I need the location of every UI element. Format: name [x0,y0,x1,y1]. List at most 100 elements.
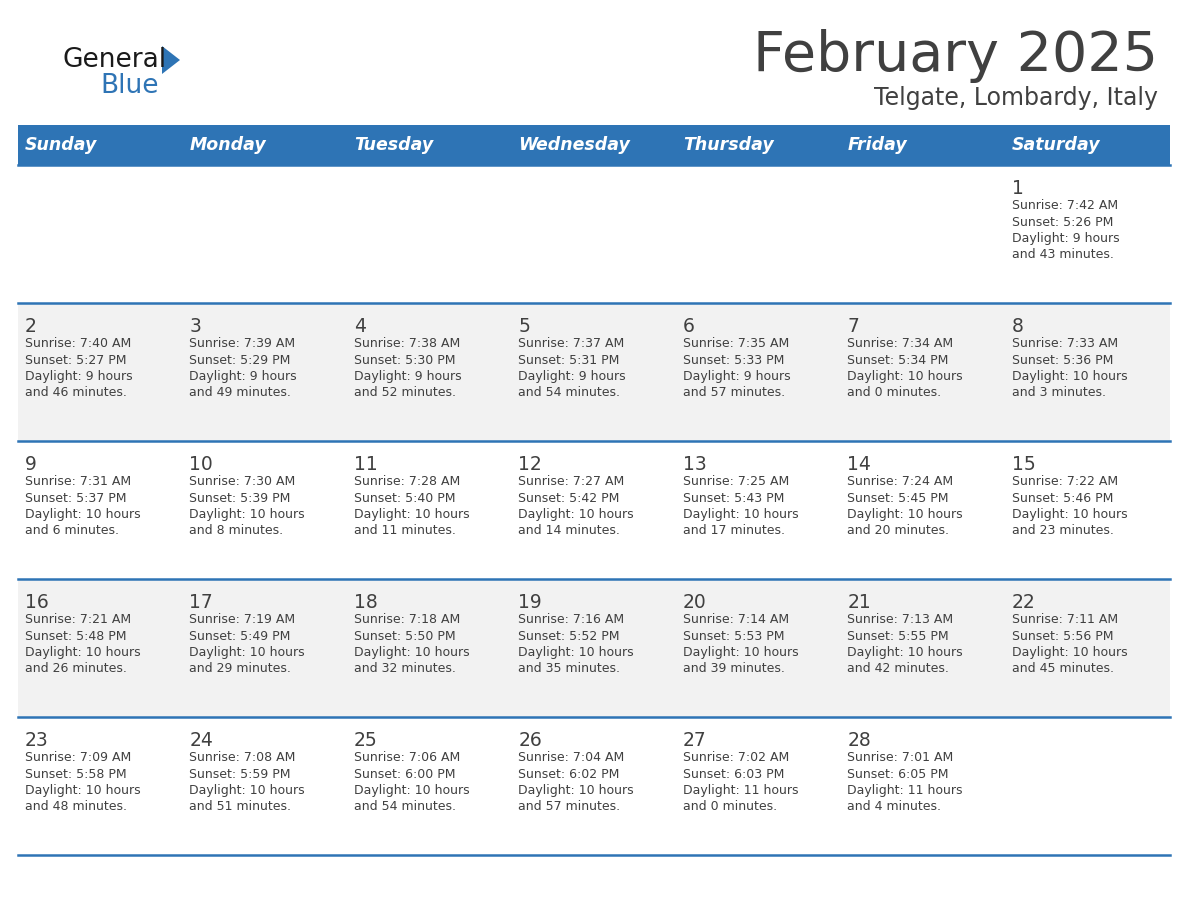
Text: Sunrise: 7:38 AM: Sunrise: 7:38 AM [354,337,460,350]
Text: Sunrise: 7:19 AM: Sunrise: 7:19 AM [189,613,296,626]
Text: and 48 minutes.: and 48 minutes. [25,800,127,813]
Text: and 0 minutes.: and 0 minutes. [683,800,777,813]
Text: 17: 17 [189,593,213,612]
Text: Daylight: 10 hours: Daylight: 10 hours [1012,646,1127,659]
Text: Sunrise: 7:33 AM: Sunrise: 7:33 AM [1012,337,1118,350]
Text: 28: 28 [847,731,871,750]
Text: and 45 minutes.: and 45 minutes. [1012,663,1114,676]
Text: and 26 minutes.: and 26 minutes. [25,663,126,676]
Bar [18,441,1170,579]
Text: Sunset: 5:48 PM: Sunset: 5:48 PM [25,630,126,643]
Text: Sunset: 5:26 PM: Sunset: 5:26 PM [1012,216,1113,229]
Text: Sunrise: 7:39 AM: Sunrise: 7:39 AM [189,337,296,350]
Text: and 11 minutes.: and 11 minutes. [354,524,456,538]
Text: Sunrise: 7:08 AM: Sunrise: 7:08 AM [189,751,296,764]
Text: Daylight: 10 hours: Daylight: 10 hours [847,370,963,383]
Text: Daylight: 9 hours: Daylight: 9 hours [25,370,132,383]
Text: Daylight: 9 hours: Daylight: 9 hours [189,370,297,383]
Text: and 49 minutes.: and 49 minutes. [189,386,291,399]
Text: Sunrise: 7:37 AM: Sunrise: 7:37 AM [518,337,625,350]
Text: Sunset: 5:31 PM: Sunset: 5:31 PM [518,353,620,366]
Text: Sunset: 5:45 PM: Sunset: 5:45 PM [847,491,949,505]
Text: 9: 9 [25,455,37,474]
Text: Sunset: 5:55 PM: Sunset: 5:55 PM [847,630,949,643]
Text: Daylight: 10 hours: Daylight: 10 hours [518,784,634,797]
Text: Daylight: 10 hours: Daylight: 10 hours [518,646,634,659]
Text: and 32 minutes.: and 32 minutes. [354,663,456,676]
Text: 3: 3 [189,317,201,336]
Text: and 35 minutes.: and 35 minutes. [518,663,620,676]
Text: Sunset: 5:42 PM: Sunset: 5:42 PM [518,491,620,505]
Text: Sunrise: 7:14 AM: Sunrise: 7:14 AM [683,613,789,626]
Text: Daylight: 10 hours: Daylight: 10 hours [683,646,798,659]
Bar [18,303,1170,441]
Text: Friday: Friday [847,136,908,154]
Text: Sunrise: 7:21 AM: Sunrise: 7:21 AM [25,613,131,626]
Text: Sunset: 5:56 PM: Sunset: 5:56 PM [1012,630,1113,643]
Text: Sunrise: 7:01 AM: Sunrise: 7:01 AM [847,751,954,764]
Text: Sunrise: 7:16 AM: Sunrise: 7:16 AM [518,613,625,626]
Text: Saturday: Saturday [1012,136,1100,154]
Text: Wednesday: Wednesday [518,136,630,154]
Text: 22: 22 [1012,593,1036,612]
Text: Sunset: 5:40 PM: Sunset: 5:40 PM [354,491,455,505]
Text: Sunset: 5:39 PM: Sunset: 5:39 PM [189,491,291,505]
Text: Daylight: 10 hours: Daylight: 10 hours [25,646,140,659]
Text: Sunrise: 7:35 AM: Sunrise: 7:35 AM [683,337,789,350]
Text: Sunrise: 7:13 AM: Sunrise: 7:13 AM [847,613,954,626]
Text: 26: 26 [518,731,542,750]
Bar [18,165,1170,303]
Text: General: General [62,47,166,73]
Text: 18: 18 [354,593,378,612]
Text: 16: 16 [25,593,49,612]
Bar [18,125,1170,165]
Text: Sunrise: 7:09 AM: Sunrise: 7:09 AM [25,751,131,764]
Text: Daylight: 10 hours: Daylight: 10 hours [518,508,634,521]
Text: and 8 minutes.: and 8 minutes. [189,524,283,538]
Text: Sunrise: 7:30 AM: Sunrise: 7:30 AM [189,475,296,488]
Text: Sunset: 5:46 PM: Sunset: 5:46 PM [1012,491,1113,505]
Text: Daylight: 10 hours: Daylight: 10 hours [189,646,305,659]
Text: Sunset: 5:37 PM: Sunset: 5:37 PM [25,491,126,505]
Text: and 14 minutes.: and 14 minutes. [518,524,620,538]
Text: 21: 21 [847,593,871,612]
Text: Sunrise: 7:31 AM: Sunrise: 7:31 AM [25,475,131,488]
Text: Daylight: 11 hours: Daylight: 11 hours [683,784,798,797]
Text: 4: 4 [354,317,366,336]
Text: Daylight: 9 hours: Daylight: 9 hours [1012,232,1119,245]
Text: Sunrise: 7:11 AM: Sunrise: 7:11 AM [1012,613,1118,626]
Text: Sunset: 5:36 PM: Sunset: 5:36 PM [1012,353,1113,366]
Text: and 4 minutes.: and 4 minutes. [847,800,941,813]
Text: Daylight: 10 hours: Daylight: 10 hours [847,508,963,521]
Text: 25: 25 [354,731,378,750]
Text: and 0 minutes.: and 0 minutes. [847,386,942,399]
Text: and 54 minutes.: and 54 minutes. [354,800,456,813]
Text: Daylight: 9 hours: Daylight: 9 hours [518,370,626,383]
Text: 8: 8 [1012,317,1024,336]
Text: 10: 10 [189,455,213,474]
Text: Daylight: 10 hours: Daylight: 10 hours [354,784,469,797]
Text: 11: 11 [354,455,378,474]
Text: Sunset: 6:03 PM: Sunset: 6:03 PM [683,767,784,780]
Text: and 52 minutes.: and 52 minutes. [354,386,456,399]
Text: Daylight: 10 hours: Daylight: 10 hours [1012,370,1127,383]
Text: Daylight: 11 hours: Daylight: 11 hours [847,784,963,797]
Polygon shape [162,46,181,74]
Text: Sunset: 5:58 PM: Sunset: 5:58 PM [25,767,126,780]
Text: Sunset: 6:02 PM: Sunset: 6:02 PM [518,767,620,780]
Text: Sunset: 5:29 PM: Sunset: 5:29 PM [189,353,291,366]
Text: Sunrise: 7:22 AM: Sunrise: 7:22 AM [1012,475,1118,488]
Text: and 46 minutes.: and 46 minutes. [25,386,126,399]
Text: 6: 6 [683,317,695,336]
Text: Sunrise: 7:40 AM: Sunrise: 7:40 AM [25,337,131,350]
Text: Tuesday: Tuesday [354,136,432,154]
Text: Telgate, Lombardy, Italy: Telgate, Lombardy, Italy [874,86,1158,110]
Text: Sunrise: 7:34 AM: Sunrise: 7:34 AM [847,337,954,350]
Text: 27: 27 [683,731,707,750]
Text: 20: 20 [683,593,707,612]
Text: Sunset: 5:34 PM: Sunset: 5:34 PM [847,353,949,366]
Text: and 57 minutes.: and 57 minutes. [683,386,785,399]
Text: 19: 19 [518,593,542,612]
Text: Sunrise: 7:02 AM: Sunrise: 7:02 AM [683,751,789,764]
Text: and 54 minutes.: and 54 minutes. [518,386,620,399]
